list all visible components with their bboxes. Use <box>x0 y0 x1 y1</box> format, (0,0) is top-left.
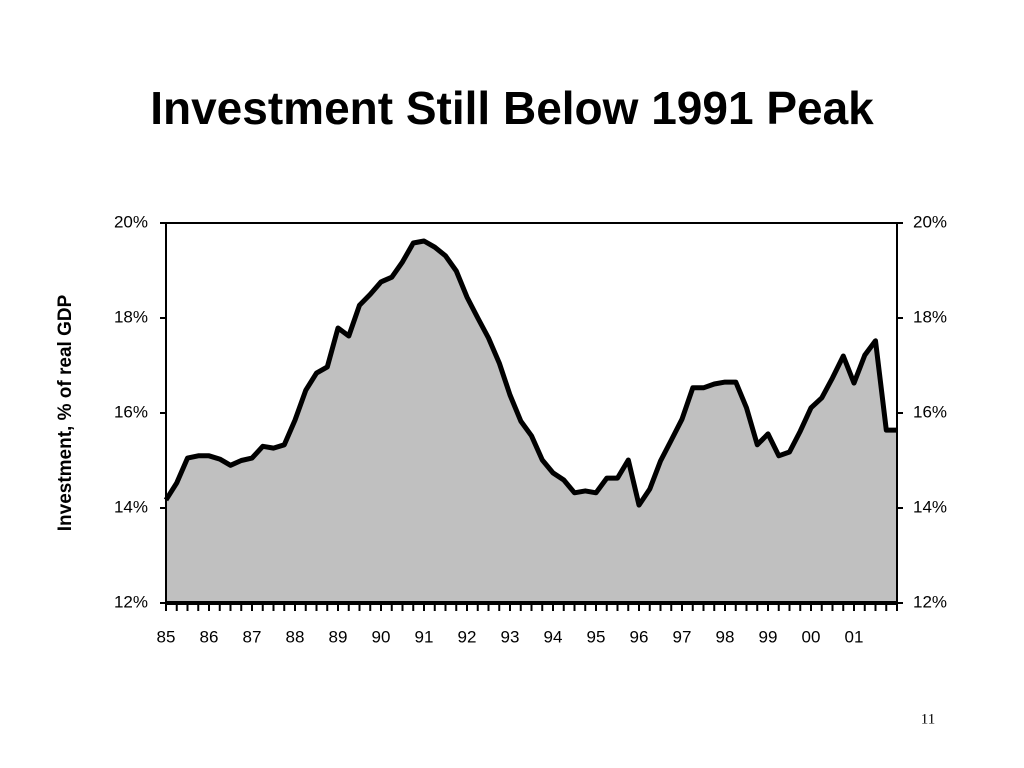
y2-tick-label: 14% <box>913 497 947 516</box>
x-tick-label: 90 <box>372 627 391 646</box>
y-axis-label: Investment, % of real GDP <box>55 294 76 531</box>
x-tick-label: 94 <box>544 627 563 646</box>
y-tick-label: 18% <box>114 307 148 326</box>
x-tick-label: 95 <box>587 627 606 646</box>
y-tick-label: 16% <box>114 402 148 421</box>
x-tick-label: 86 <box>200 627 219 646</box>
y2-tick-label: 18% <box>913 307 947 326</box>
x-tick-label: 97 <box>673 627 692 646</box>
area-fill <box>166 241 897 603</box>
x-tick-label: 99 <box>759 627 778 646</box>
y2-tick-label: 20% <box>913 212 947 231</box>
area-line <box>163 238 897 508</box>
y-tick-label: 20% <box>114 212 148 231</box>
y2-tick-label: 16% <box>913 402 947 421</box>
x-tick-label: 01 <box>845 627 864 646</box>
x-tick-label: 88 <box>286 627 305 646</box>
x-tick-label: 98 <box>716 627 735 646</box>
y-tick-label: 12% <box>114 592 148 611</box>
x-tick-label: 92 <box>458 627 477 646</box>
x-tick-label: 93 <box>501 627 520 646</box>
y-tick-label: 14% <box>114 497 148 516</box>
x-tick-label: 00 <box>802 627 821 646</box>
x-tick-label: 91 <box>415 627 434 646</box>
x-tick-label: 89 <box>329 627 348 646</box>
y2-tick-label: 12% <box>913 592 947 611</box>
x-tick-label: 85 <box>157 627 176 646</box>
page-number: 11 <box>921 711 935 727</box>
x-tick-label: 96 <box>630 627 649 646</box>
chart-title: Investment Still Below 1991 Peak <box>150 82 874 134</box>
x-tick-label: 87 <box>243 627 262 646</box>
